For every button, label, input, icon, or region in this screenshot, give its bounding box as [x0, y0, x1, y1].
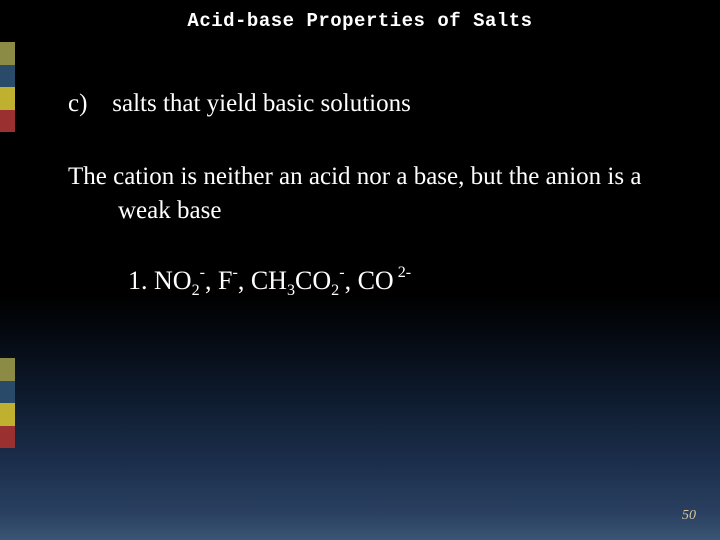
list-item-c: c) salts that yield basic solutions [68, 90, 670, 118]
accent-segment [0, 110, 15, 133]
accent-segment [0, 358, 15, 381]
ion-list: NO2-, F-, CH3CO2-, CO 2- [154, 266, 411, 295]
formula-list: 1. NO2-, F-, CH3CO2-, CO 2- [68, 266, 670, 296]
page-number: 50 [682, 508, 696, 524]
accent-segment [0, 65, 15, 88]
ion: CO 2- [358, 266, 412, 295]
formula-prefix: 1. [128, 266, 154, 295]
ion: F- [218, 266, 238, 295]
body-paragraph: The cation is neither an acid nor a base… [118, 160, 670, 228]
slide-title: Acid-base Properties of Salts [0, 0, 720, 40]
ion: CH3CO2- [251, 266, 345, 295]
item-text: salts that yield basic solutions [112, 90, 411, 117]
accent-segment [0, 87, 15, 110]
content-area: c) salts that yield basic solutions The … [0, 40, 720, 296]
accent-segment [0, 426, 15, 449]
accent-bar-mid [0, 358, 15, 448]
accent-segment [0, 403, 15, 426]
item-label: c) [68, 90, 106, 118]
accent-segment [0, 42, 15, 65]
ion: NO2- [154, 266, 205, 295]
accent-bar-top [0, 42, 15, 132]
accent-segment [0, 381, 15, 404]
